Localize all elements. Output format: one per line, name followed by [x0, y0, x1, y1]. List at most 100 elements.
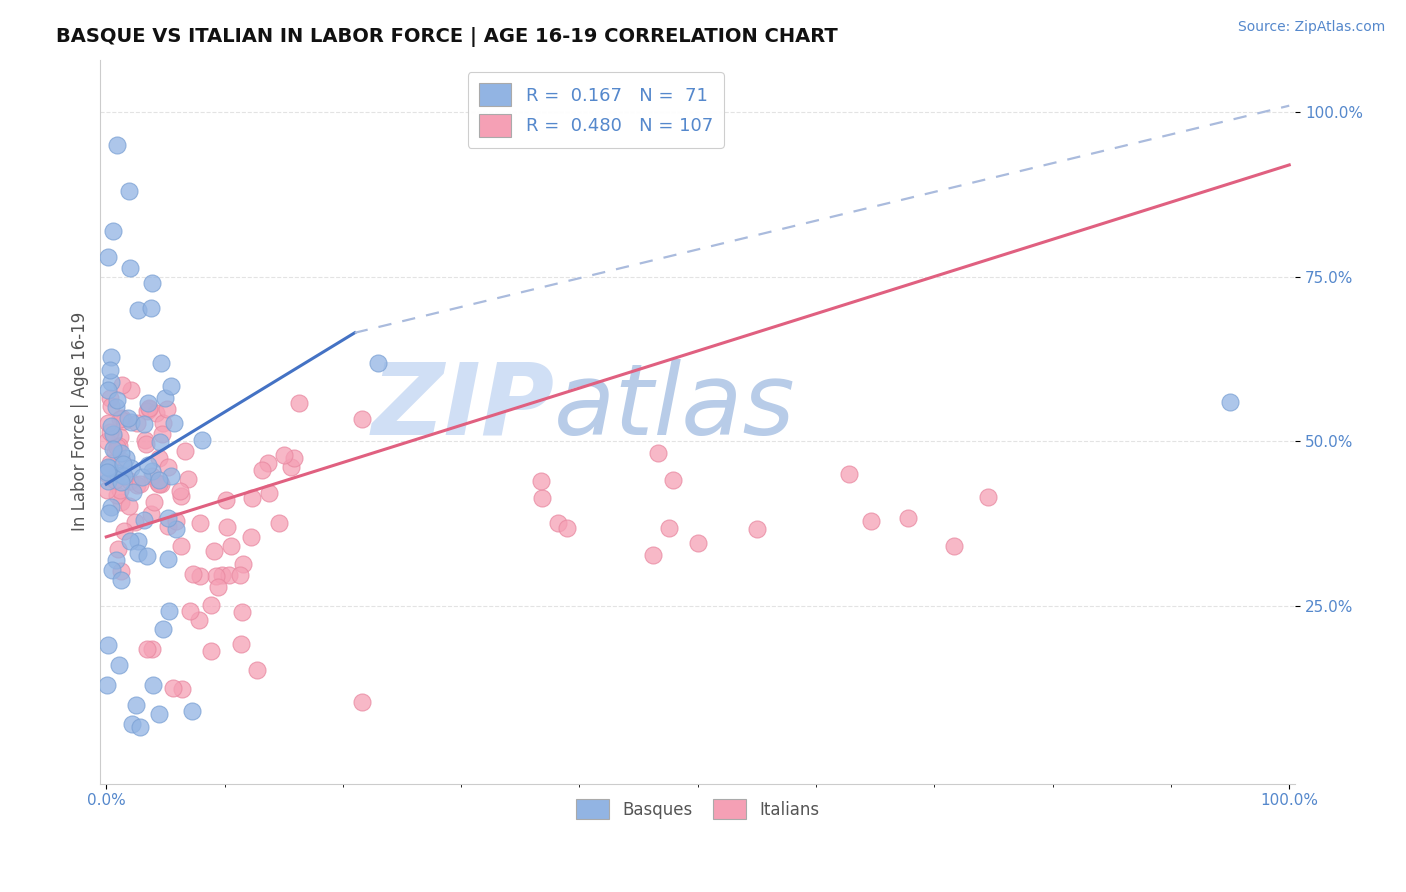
Point: [897, 510, 920, 524]
Point: [125, 698, 148, 712]
Point: [105, 488, 128, 502]
Point: [155, 392, 177, 406]
Point: [859, 514, 882, 528]
Point: [288, 396, 311, 410]
Point: [105, 392, 128, 407]
Point: [191, 434, 214, 448]
Point: [128, 721, 150, 735]
Point: [111, 377, 134, 392]
Point: [128, 476, 150, 491]
Point: [101, 564, 124, 578]
Point: [170, 539, 193, 553]
Point: [127, 533, 149, 548]
Point: [183, 567, 205, 582]
Point: [157, 552, 180, 566]
Point: [97, 475, 120, 489]
Point: [142, 678, 165, 692]
Point: [96, 467, 118, 482]
Point: [111, 454, 134, 468]
Point: [125, 416, 148, 430]
Point: [107, 439, 129, 453]
Point: [98, 456, 121, 470]
Point: [127, 478, 149, 492]
Point: [352, 695, 374, 709]
Point: [152, 622, 174, 636]
Point: [108, 658, 131, 673]
Point: [107, 542, 129, 557]
Point: [747, 523, 769, 537]
Point: [100, 419, 122, 434]
Point: [163, 416, 186, 430]
Point: [135, 437, 157, 451]
Point: [117, 410, 139, 425]
Point: [280, 460, 302, 475]
Point: [165, 515, 187, 529]
Point: [141, 464, 163, 478]
Point: [240, 491, 263, 505]
Point: [98, 363, 121, 377]
Text: ZIP: ZIP: [371, 359, 554, 456]
Point: [112, 458, 135, 472]
Point: [231, 606, 253, 620]
Point: [100, 350, 122, 364]
Point: [269, 516, 291, 530]
Point: [202, 543, 225, 558]
Point: [112, 414, 135, 428]
Y-axis label: In Labor Force | Age 16-19: In Labor Force | Age 16-19: [72, 312, 89, 532]
Point: [530, 491, 553, 505]
Point: [662, 473, 685, 487]
Point: [252, 463, 274, 477]
Point: [105, 440, 128, 454]
Point: [170, 681, 193, 696]
Legend: Basques, Italians: Basques, Italians: [569, 792, 827, 826]
Point: [100, 399, 122, 413]
Point: [96, 434, 118, 449]
Point: [188, 516, 211, 531]
Point: [547, 516, 569, 530]
Point: [97, 250, 120, 264]
Point: [149, 477, 172, 491]
Point: [118, 260, 141, 275]
Text: BASQUE VS ITALIAN IN LABOR FORCE | AGE 16-19 CORRELATION CHART: BASQUE VS ITALIAN IN LABOR FORCE | AGE 1…: [56, 27, 838, 46]
Point: [152, 416, 174, 430]
Point: [257, 485, 280, 500]
Point: [367, 356, 389, 370]
Point: [150, 426, 173, 441]
Point: [283, 451, 305, 466]
Point: [120, 415, 142, 429]
Point: [138, 402, 160, 417]
Point: [641, 549, 664, 563]
Point: [97, 461, 120, 475]
Point: [101, 429, 124, 443]
Point: [148, 450, 170, 465]
Point: [136, 458, 159, 472]
Point: [101, 426, 124, 441]
Point: [943, 539, 966, 553]
Point: [173, 443, 195, 458]
Point: [257, 456, 280, 470]
Point: [160, 379, 183, 393]
Point: [111, 411, 134, 425]
Point: [98, 391, 121, 405]
Point: [148, 476, 170, 491]
Point: [148, 477, 170, 491]
Point: [136, 396, 159, 410]
Point: [97, 383, 120, 397]
Point: [132, 513, 155, 527]
Point: [215, 492, 238, 507]
Point: [97, 506, 120, 520]
Point: [98, 425, 121, 439]
Point: [111, 467, 134, 482]
Point: [139, 301, 162, 315]
Point: [110, 573, 132, 587]
Point: [200, 644, 222, 658]
Point: [177, 472, 200, 486]
Point: [117, 500, 139, 514]
Point: [110, 445, 132, 459]
Point: [136, 403, 159, 417]
Point: [688, 535, 710, 549]
Point: [838, 467, 860, 481]
Point: [136, 642, 159, 657]
Point: [148, 706, 170, 721]
Point: [110, 475, 132, 490]
